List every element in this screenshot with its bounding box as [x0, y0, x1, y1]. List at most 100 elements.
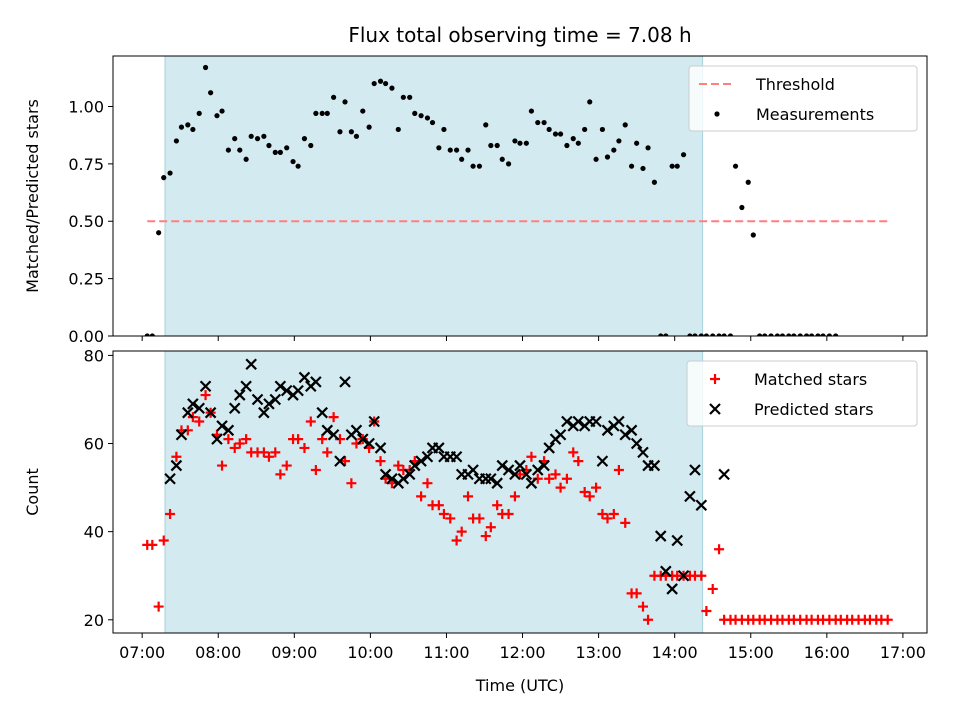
matched-stars-point	[602, 513, 613, 524]
matched-stars-point	[263, 451, 274, 462]
matched-stars-point	[579, 487, 590, 497]
measurements-point	[173, 138, 179, 144]
measurements-point	[786, 333, 792, 336]
matched-stars-point	[613, 464, 624, 475]
series-marks	[144, 64, 839, 336]
measurements-point	[441, 126, 447, 133]
measurements-point	[645, 145, 651, 151]
matched-stars-point	[317, 434, 328, 445]
matched-stars-point	[597, 509, 608, 520]
predicted-stars-point	[263, 398, 275, 410]
predicted-stars-point	[485, 473, 497, 485]
measurements-point	[797, 333, 803, 336]
measurements-point	[225, 147, 231, 153]
predicted-stars-point	[216, 420, 228, 432]
matched-stars-point	[561, 473, 572, 484]
x-tick-label: 12:00	[499, 643, 545, 662]
measurements-point	[739, 204, 745, 211]
axes-frame	[112, 55, 928, 337]
predicted-stars-point	[368, 415, 380, 428]
measurements-point	[575, 140, 581, 146]
measurements-point	[400, 94, 406, 100]
chart-title: Flux total observing time = 7.08 h	[348, 23, 691, 47]
matched-stars-point	[643, 614, 654, 625]
measurements-point	[454, 147, 460, 153]
x-tick-label: 07:00	[119, 643, 165, 662]
predicted-stars-point	[374, 442, 387, 454]
measurements-point	[337, 129, 343, 135]
measurements-point	[716, 333, 722, 336]
measurements-point	[663, 333, 669, 336]
measurements-point	[779, 333, 786, 336]
measurements-point	[483, 122, 489, 128]
predicted-stars-point	[240, 380, 252, 393]
predicted-stars-point	[660, 565, 672, 578]
predicted-stars-point	[695, 499, 708, 511]
measurements-point	[570, 136, 576, 142]
observing-window-band	[164, 56, 703, 336]
matched-stars-point	[480, 531, 491, 542]
y-tick-label: 60	[84, 435, 104, 454]
measurements-point	[826, 333, 832, 336]
matched-stars-point	[340, 456, 351, 467]
measurements-point	[687, 333, 693, 336]
matched-stars-point	[293, 434, 304, 445]
matched-stars-point	[171, 451, 182, 462]
measurements-point	[424, 115, 431, 121]
measurements-point	[698, 333, 704, 336]
measurements-point	[628, 163, 635, 169]
predicted-stars-point	[479, 473, 492, 485]
matched-stars-point	[305, 416, 316, 427]
predicted-stars-point	[520, 468, 533, 481]
matched-stars-point	[223, 434, 234, 445]
predicted-stars-point	[648, 459, 661, 472]
predicted-stars-point	[689, 464, 701, 476]
x-tick-label: 13:00	[576, 643, 622, 662]
matched-stars-point	[485, 522, 496, 533]
matched-stars-point	[503, 509, 514, 520]
measurements-point	[582, 126, 588, 133]
predicted-stars-point	[386, 473, 398, 485]
matched-stars-point	[882, 614, 893, 625]
y-tick-label: 0.25	[68, 270, 104, 289]
measurements-point	[587, 99, 593, 105]
legend-marker	[714, 111, 720, 117]
measurements-point	[301, 136, 308, 142]
predicted-stars-point	[666, 583, 678, 595]
measurements-point	[599, 126, 606, 133]
measurements-point	[757, 333, 763, 336]
predicted-stars-point	[204, 406, 217, 419]
matched-stars-point	[456, 526, 467, 537]
matched-stars-point	[515, 469, 525, 480]
predicted-stars-point	[182, 406, 194, 419]
matched-stars-point	[393, 460, 404, 471]
predicted-stars-point	[397, 473, 410, 485]
predicted-stars-point	[274, 380, 287, 393]
measurements-point	[366, 124, 372, 130]
predicted-stars-point	[561, 415, 573, 428]
predicted-stars-point	[450, 450, 463, 463]
measurements-point	[611, 147, 617, 153]
legend-label: Threshold	[755, 75, 835, 94]
predicted-stars-point	[379, 468, 392, 481]
matched-stars-point	[707, 583, 718, 594]
measurements-point	[232, 136, 238, 142]
measurements-point	[669, 163, 675, 169]
x-tick-label: 17:00	[880, 643, 926, 662]
x-tick-label: 14:00	[652, 643, 698, 662]
series-marks	[142, 358, 893, 625]
measurements-point	[546, 126, 552, 133]
predicted-stars-point	[531, 464, 544, 476]
predicted-stars-point	[280, 384, 293, 397]
predicted-stars-point	[514, 459, 526, 472]
measurements-point	[564, 142, 570, 149]
matched-stars-point	[165, 509, 176, 520]
matched-stars-point	[492, 500, 503, 511]
measurements-point	[517, 140, 523, 146]
matched-stars-point	[275, 469, 286, 480]
matched-stars-point	[637, 601, 648, 612]
matched-stars-point	[200, 390, 211, 401]
y-tick-label: 0.75	[68, 155, 104, 174]
matched-stars-point	[544, 473, 555, 484]
matched-stars-point	[591, 482, 602, 493]
